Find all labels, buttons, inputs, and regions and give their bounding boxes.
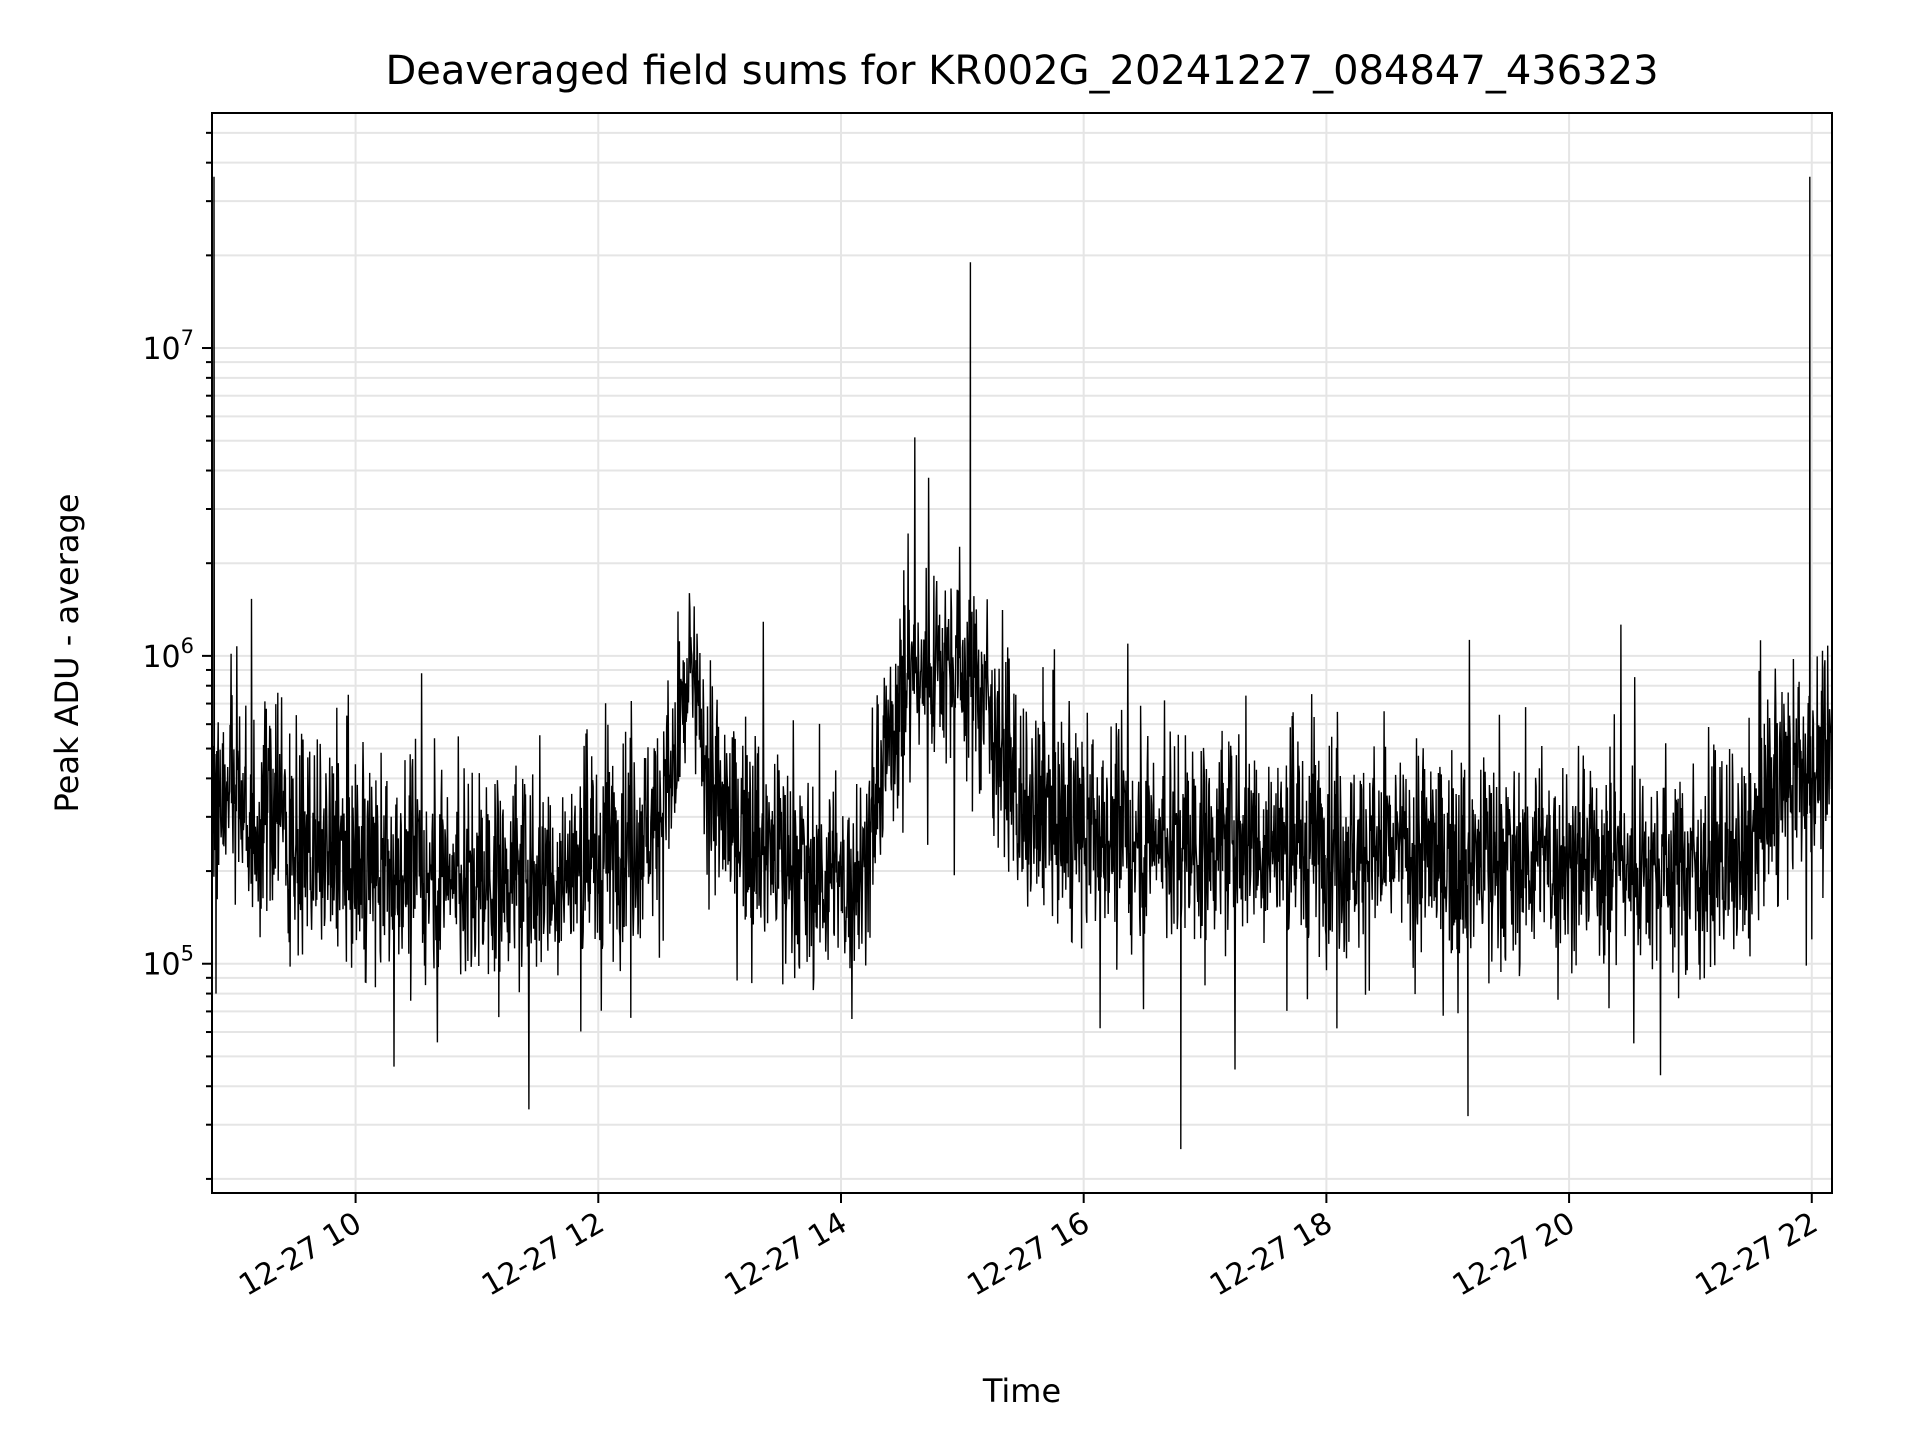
x-axis-title: Time: [982, 1372, 1061, 1410]
grid: [212, 113, 1832, 1193]
plot-frame: [211, 112, 1833, 1194]
y-axis-title: Peak ADU - average: [48, 494, 86, 813]
data-area: [212, 176, 1832, 1150]
chart-title: Deaveraged field sums for KR002G_2024122…: [385, 48, 1658, 94]
y-tick-label: 105: [142, 942, 194, 983]
y-tick-label: 107: [142, 326, 194, 367]
series-line: [212, 176, 1832, 1150]
y-tick-label: 106: [142, 634, 194, 675]
